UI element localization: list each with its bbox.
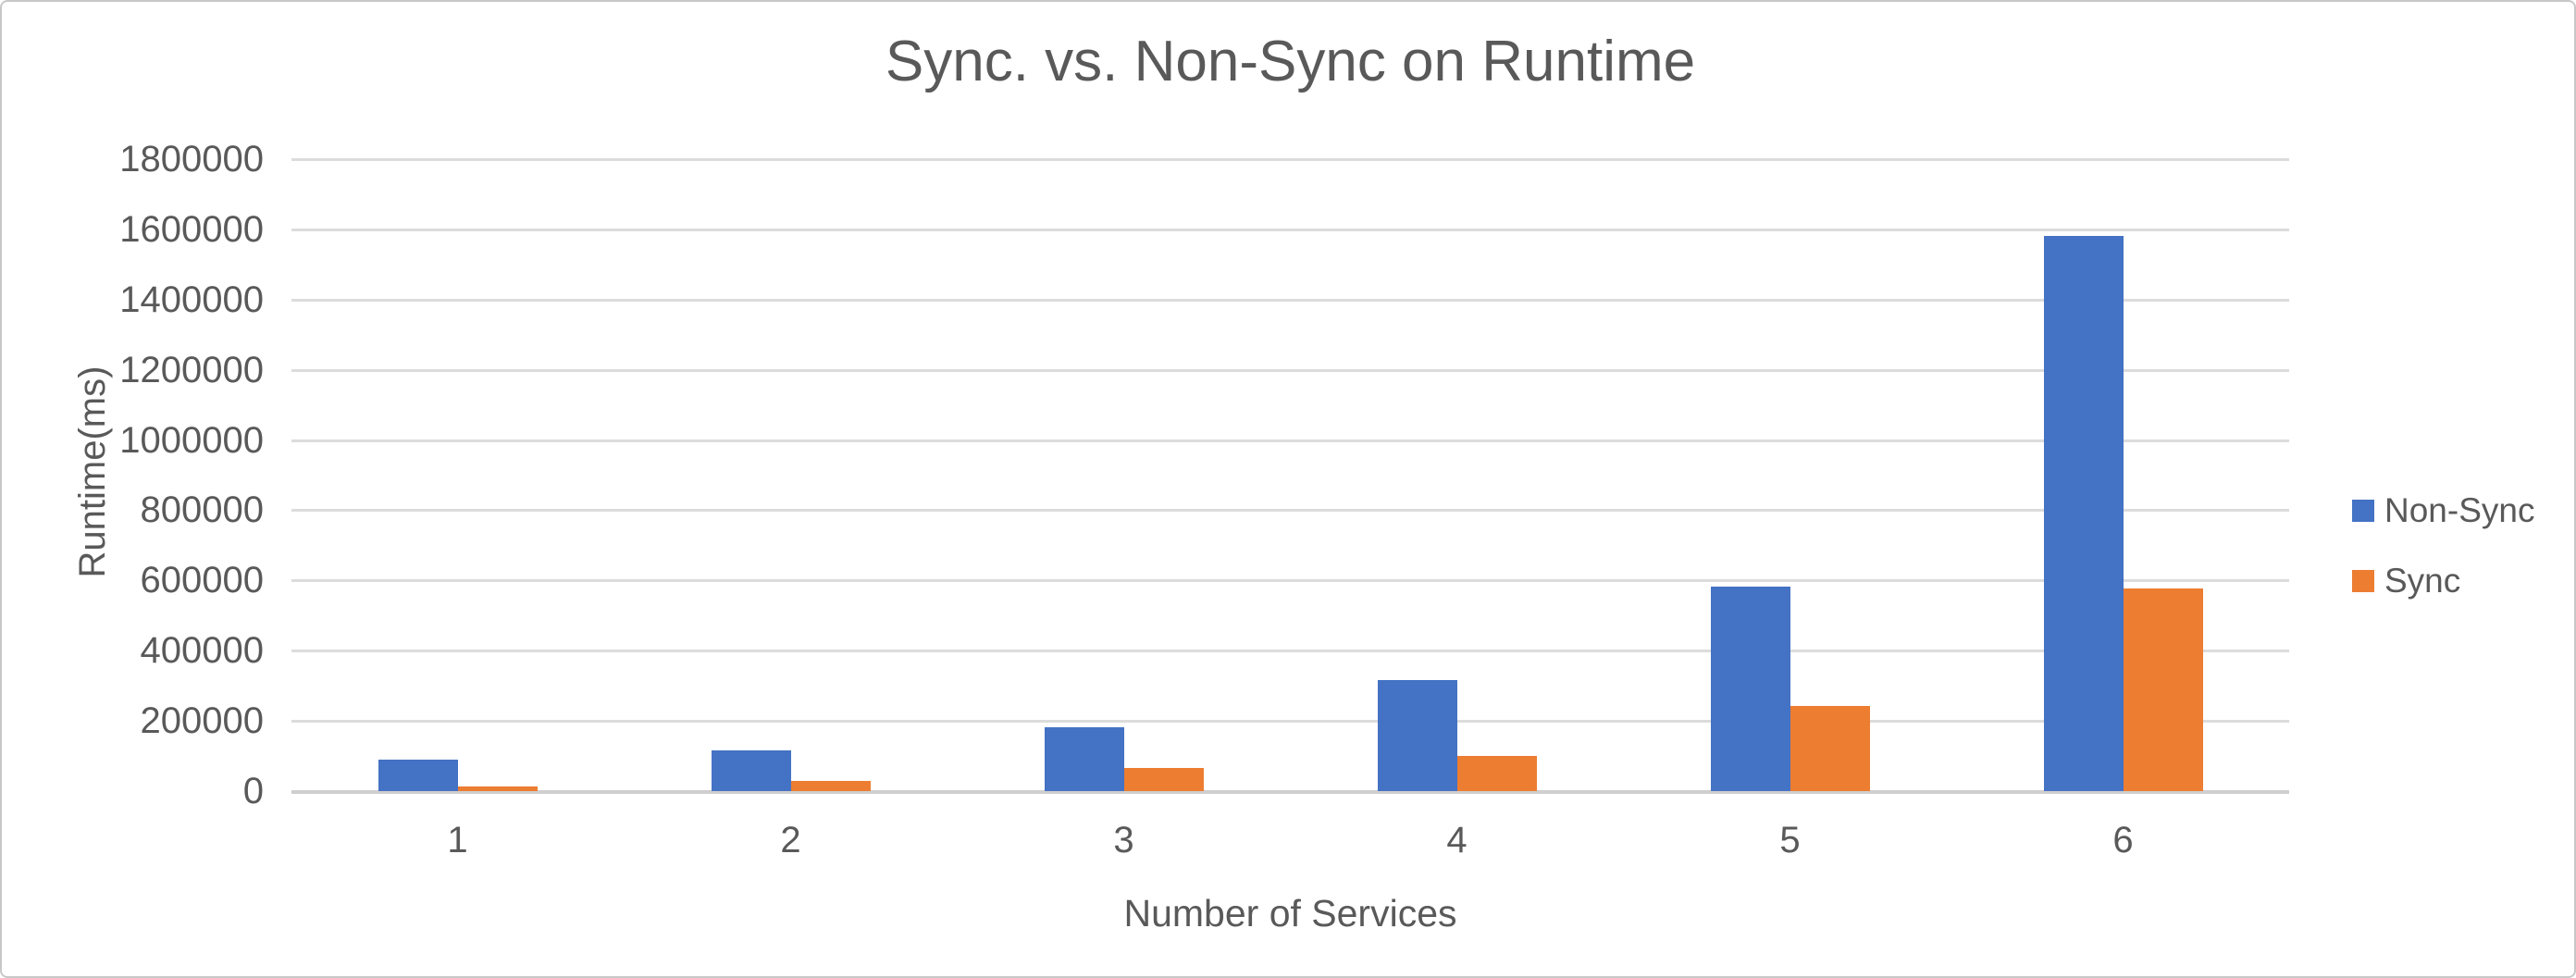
x-category-label: 3 <box>1113 820 1134 860</box>
y-tick-label: 1200000 <box>119 349 264 390</box>
x-category-label: 5 <box>1779 820 1801 860</box>
y-tick-label: 400000 <box>140 630 264 672</box>
bar-non-sync-2 <box>711 749 791 791</box>
gridline <box>291 228 2289 231</box>
y-tick-label: 1000000 <box>119 419 264 461</box>
bar-sync-4 <box>1456 756 1537 791</box>
y-tick-label: 0 <box>242 771 264 811</box>
y-tick-label: 600000 <box>140 560 264 601</box>
x-category-label: 6 <box>2112 820 2134 860</box>
y-tick-label: 200000 <box>140 700 264 742</box>
legend-label: Non-Sync <box>2384 491 2535 529</box>
gridline <box>291 579 2289 583</box>
plot-area <box>291 158 2289 794</box>
legend: Non-Sync Sync <box>2352 489 2534 602</box>
bar-sync-6 <box>2123 588 2203 791</box>
gridline <box>291 368 2289 372</box>
gridline <box>291 298 2289 302</box>
gridline <box>291 439 2289 442</box>
legend-swatch-icon <box>2352 570 2374 592</box>
gridline <box>291 158 2289 161</box>
x-axis-line <box>291 790 2289 794</box>
x-axis-title: Number of Services <box>1123 892 1457 935</box>
gridline <box>291 720 2289 724</box>
bar-sync-5 <box>1790 705 1870 791</box>
bar-sync-1 <box>457 786 538 791</box>
chart-title: Sync. vs. Non-Sync on Runtime <box>885 30 1696 93</box>
bar-non-sync-1 <box>378 759 458 791</box>
y-tick-label: 1400000 <box>119 279 264 320</box>
legend-item-non-sync: Non-Sync <box>2352 489 2534 532</box>
bar-non-sync-4 <box>1377 680 1457 791</box>
legend-swatch-icon <box>2352 500 2374 522</box>
y-axis-title: Runtime(ms) <box>72 365 113 578</box>
x-category-label: 2 <box>780 820 801 860</box>
gridline <box>291 650 2289 653</box>
bar-non-sync-6 <box>2043 236 2124 791</box>
bar-non-sync-5 <box>1710 587 1790 791</box>
y-tick-label: 1600000 <box>119 208 264 250</box>
legend-label: Sync <box>2384 562 2461 600</box>
bar-non-sync-3 <box>1044 727 1124 791</box>
legend-item-sync: Sync <box>2352 560 2534 602</box>
gridline <box>291 509 2289 513</box>
y-tick-label: 1800000 <box>119 139 264 180</box>
bar-sync-2 <box>790 780 871 791</box>
bar-sync-3 <box>1123 768 1204 791</box>
y-tick-label: 800000 <box>140 489 264 531</box>
x-category-label: 4 <box>1446 820 1468 860</box>
x-category-label: 1 <box>447 820 468 860</box>
